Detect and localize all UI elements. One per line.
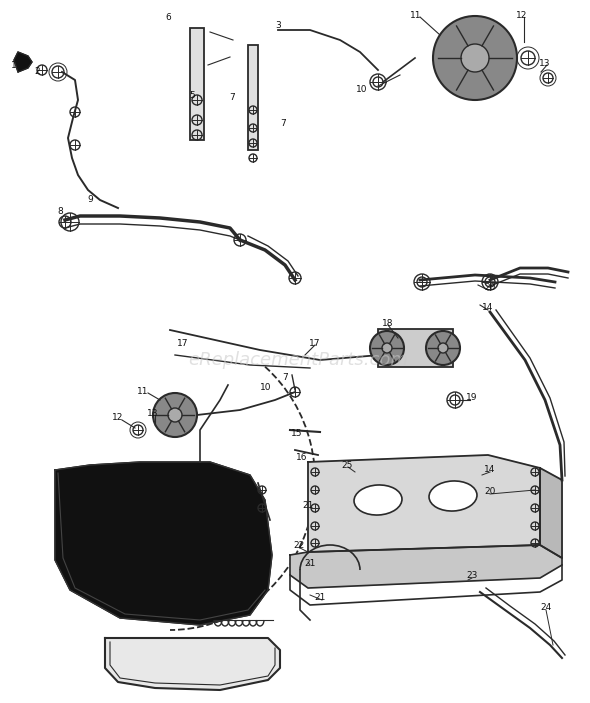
Text: 12: 12 — [516, 11, 527, 20]
Text: 21: 21 — [304, 558, 316, 567]
Text: 15: 15 — [291, 429, 303, 437]
Text: 20: 20 — [484, 487, 496, 496]
Ellipse shape — [194, 43, 200, 53]
Text: 14: 14 — [484, 465, 496, 475]
Ellipse shape — [251, 58, 255, 66]
Text: 6: 6 — [165, 13, 171, 22]
Text: 23: 23 — [466, 572, 478, 581]
Text: 17: 17 — [177, 339, 189, 347]
Text: 13: 13 — [539, 58, 550, 67]
Circle shape — [382, 343, 392, 353]
Text: 9: 9 — [87, 195, 93, 205]
Circle shape — [370, 331, 404, 365]
Text: 16: 16 — [296, 453, 308, 463]
Text: eReplacementParts.com: eReplacementParts.com — [188, 351, 408, 369]
Text: 1: 1 — [11, 61, 17, 70]
Polygon shape — [540, 468, 562, 558]
Circle shape — [461, 44, 489, 72]
Polygon shape — [308, 455, 540, 552]
FancyBboxPatch shape — [378, 329, 453, 367]
Text: 28: 28 — [83, 484, 94, 493]
Circle shape — [153, 393, 197, 437]
Text: 18: 18 — [382, 318, 394, 328]
Text: 7: 7 — [280, 119, 286, 127]
Text: 7: 7 — [229, 93, 235, 103]
Text: 25: 25 — [341, 460, 353, 470]
Ellipse shape — [429, 481, 477, 511]
Text: 7: 7 — [282, 373, 288, 382]
Text: 21: 21 — [314, 593, 326, 602]
FancyBboxPatch shape — [190, 28, 204, 140]
Circle shape — [168, 408, 182, 422]
Text: 13: 13 — [148, 408, 159, 418]
Text: 24: 24 — [540, 603, 552, 612]
Text: 10: 10 — [260, 384, 272, 392]
Text: 22: 22 — [293, 541, 304, 550]
Circle shape — [438, 343, 448, 353]
Circle shape — [433, 16, 517, 100]
Polygon shape — [105, 638, 280, 690]
Text: 11: 11 — [137, 387, 149, 396]
Polygon shape — [55, 462, 272, 625]
Text: 2: 2 — [34, 67, 40, 77]
Polygon shape — [290, 545, 562, 588]
Text: 21: 21 — [302, 501, 314, 510]
Ellipse shape — [354, 485, 402, 515]
Text: 5: 5 — [189, 91, 195, 101]
FancyBboxPatch shape — [248, 45, 258, 150]
Text: 17: 17 — [309, 339, 321, 347]
Text: 12: 12 — [112, 413, 124, 423]
Text: 20: 20 — [484, 283, 496, 292]
Text: 11: 11 — [410, 11, 422, 20]
Text: 27: 27 — [101, 591, 113, 600]
Text: 8: 8 — [57, 207, 63, 217]
Polygon shape — [14, 52, 32, 72]
Text: 19: 19 — [466, 394, 478, 403]
Text: 14: 14 — [482, 304, 494, 313]
Text: 26: 26 — [209, 534, 221, 543]
Text: 3: 3 — [275, 20, 281, 30]
Text: 10: 10 — [356, 86, 368, 94]
Circle shape — [426, 331, 460, 365]
